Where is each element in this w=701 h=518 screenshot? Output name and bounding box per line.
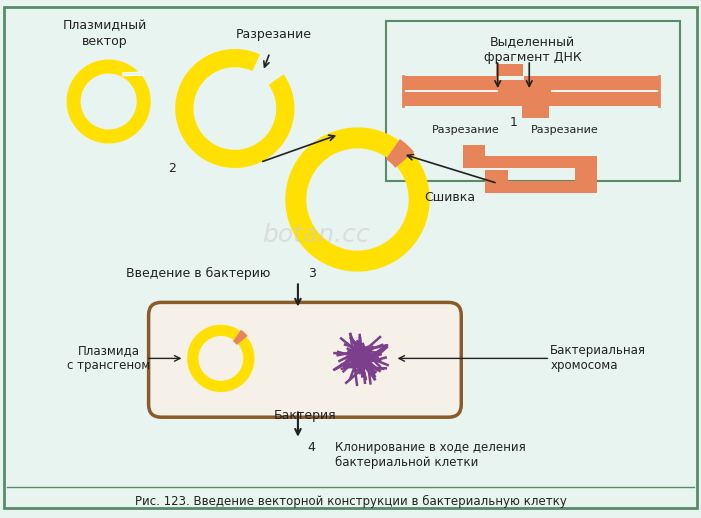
Polygon shape: [187, 325, 254, 392]
Polygon shape: [175, 49, 294, 168]
Text: Введение в бактерию: Введение в бактерию: [125, 266, 270, 280]
Polygon shape: [285, 127, 430, 271]
Text: botan.cc: botan.cc: [261, 223, 369, 247]
FancyBboxPatch shape: [498, 80, 524, 92]
Text: 2: 2: [168, 163, 176, 176]
FancyBboxPatch shape: [575, 170, 597, 181]
Text: Сшивка: Сшивка: [424, 191, 475, 204]
Text: Разрезание: Разрезание: [531, 125, 598, 135]
FancyBboxPatch shape: [403, 76, 498, 90]
FancyBboxPatch shape: [524, 76, 659, 90]
FancyBboxPatch shape: [403, 92, 524, 106]
Text: Разрезание: Разрезание: [236, 27, 311, 40]
FancyBboxPatch shape: [575, 168, 597, 179]
FancyBboxPatch shape: [524, 90, 551, 102]
Text: 1: 1: [510, 116, 518, 129]
FancyBboxPatch shape: [498, 92, 659, 106]
Text: Бактериальная
хромосома: Бактериальная хромосома: [550, 344, 646, 372]
Text: Рис. 123. Введение векторной конструкции в бактериальную клетку: Рис. 123. Введение векторной конструкции…: [135, 495, 566, 508]
Polygon shape: [386, 139, 414, 168]
FancyBboxPatch shape: [4, 7, 697, 508]
FancyBboxPatch shape: [522, 106, 549, 118]
FancyBboxPatch shape: [485, 181, 597, 193]
Text: Плазмида
с трансгеном: Плазмида с трансгеном: [67, 344, 150, 372]
FancyBboxPatch shape: [463, 145, 485, 156]
Text: Бактерия: Бактерия: [273, 409, 336, 422]
FancyBboxPatch shape: [386, 21, 680, 181]
Text: Выделенный
фрагмент ДНК: Выделенный фрагмент ДНК: [484, 36, 582, 64]
FancyBboxPatch shape: [485, 170, 508, 181]
FancyBboxPatch shape: [496, 64, 523, 76]
Text: 4: 4: [307, 441, 315, 454]
Polygon shape: [67, 60, 151, 143]
FancyBboxPatch shape: [463, 156, 597, 168]
FancyBboxPatch shape: [149, 303, 461, 417]
Text: Плазмидный
вектор: Плазмидный вектор: [63, 20, 147, 48]
Text: Клонирование в ходе деления
бактериальной клетки: Клонирование в ходе деления бактериально…: [335, 441, 526, 469]
Polygon shape: [233, 330, 247, 345]
Text: Разрезание: Разрезание: [433, 125, 500, 135]
Text: 3: 3: [308, 266, 316, 280]
